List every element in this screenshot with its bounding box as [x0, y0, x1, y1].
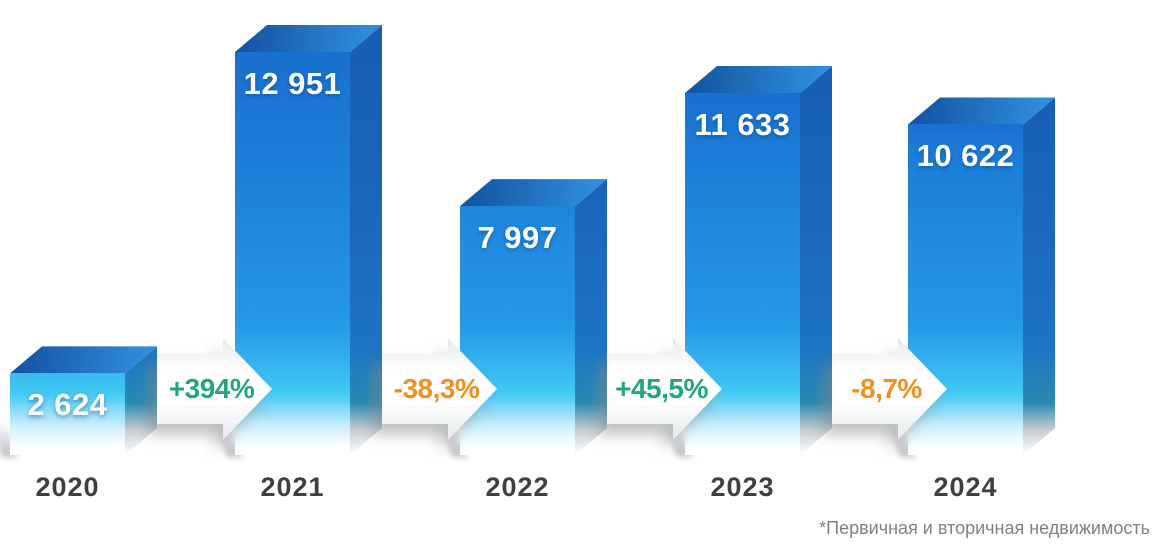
bar-side-face: [800, 66, 832, 455]
x-axis-label-2023: 2023: [710, 472, 775, 502]
change-percent-label: +394%: [168, 373, 255, 404]
bar-value-label: 11 633: [694, 107, 791, 142]
change-arrow-1: +394%: [157, 338, 272, 440]
change-percent-label: -38,3%: [393, 373, 480, 404]
bar-value-label: 10 622: [916, 138, 1015, 174]
x-axis-label-2022: 2022: [485, 472, 550, 502]
change-percent-label: -8,7%: [851, 373, 922, 404]
change-arrow-3: +45,5%: [607, 338, 722, 440]
bar-front-face: [10, 373, 125, 455]
bar-2021: 12 951: [215, 25, 382, 457]
x-axis-label-2020: 2020: [35, 472, 100, 502]
x-axis-label-2024: 2024: [933, 472, 998, 502]
bar-value-label: 7 997: [477, 220, 558, 256]
bar-front-face: [460, 206, 575, 455]
change-arrow-4: -8,7%: [832, 338, 947, 440]
bar-side-face: [1023, 97, 1055, 455]
change-arrow-2: -38,3%: [382, 338, 497, 440]
bar-2023: 11 633: [665, 66, 832, 457]
change-percent-label: +45,5%: [615, 373, 708, 404]
footnote: *Первичная и вторичная недвижимость: [819, 518, 1150, 538]
x-axis-label-2021: 2021: [260, 472, 325, 502]
bar-2022: 7 997: [440, 179, 607, 457]
bar-2020: 2 624: [0, 346, 157, 457]
bar-value-label: 12 951: [243, 66, 342, 101]
bar-value-label: 2 624: [27, 387, 108, 423]
bar-side-face: [350, 25, 382, 455]
bar-side-face: [575, 179, 607, 455]
